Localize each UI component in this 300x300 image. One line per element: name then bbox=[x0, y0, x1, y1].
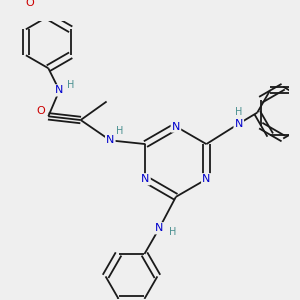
Text: H: H bbox=[116, 126, 123, 136]
Text: N: N bbox=[106, 135, 115, 146]
Text: O: O bbox=[26, 0, 34, 8]
Text: N: N bbox=[155, 223, 164, 233]
Text: N: N bbox=[172, 122, 180, 131]
Text: O: O bbox=[37, 106, 45, 116]
Text: H: H bbox=[67, 80, 74, 90]
Text: N: N bbox=[235, 119, 243, 129]
Text: N: N bbox=[202, 174, 211, 184]
Text: H: H bbox=[235, 107, 242, 117]
Text: N: N bbox=[141, 174, 150, 184]
Text: H: H bbox=[169, 227, 176, 237]
Text: N: N bbox=[55, 85, 64, 95]
